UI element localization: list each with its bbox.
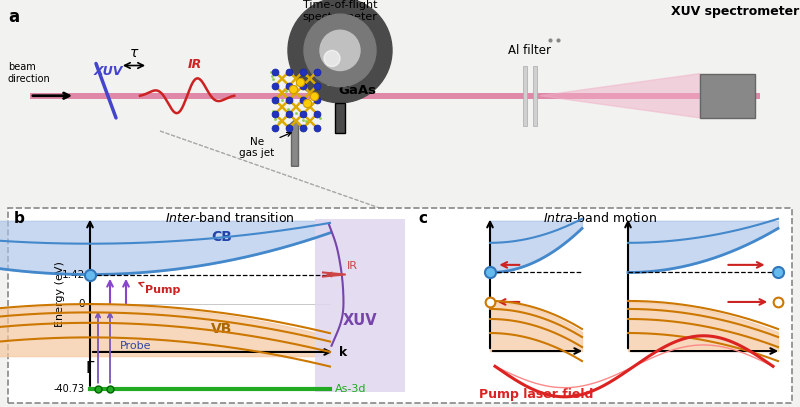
- Text: Energy (eV): Energy (eV): [55, 261, 65, 326]
- Text: GaAs: GaAs: [338, 84, 376, 97]
- Text: IR: IR: [347, 261, 358, 271]
- Text: Pump laser field: Pump laser field: [479, 388, 593, 401]
- Text: Time-of-flight
spectrometer: Time-of-flight spectrometer: [302, 0, 378, 22]
- Text: 0: 0: [78, 299, 85, 309]
- Text: As-3d: As-3d: [335, 384, 366, 394]
- Text: beam
direction: beam direction: [8, 62, 50, 84]
- Text: b: b: [14, 211, 25, 225]
- FancyArrow shape: [288, 120, 302, 166]
- Text: -40.73: -40.73: [54, 384, 85, 394]
- FancyBboxPatch shape: [30, 93, 760, 99]
- Text: XUV: XUV: [94, 65, 122, 78]
- Circle shape: [320, 30, 360, 70]
- Text: a: a: [8, 8, 19, 26]
- Text: CB: CB: [211, 230, 233, 245]
- Circle shape: [324, 50, 340, 66]
- Text: $\bf{k}$: $\bf{k}$: [338, 345, 349, 359]
- FancyBboxPatch shape: [315, 219, 405, 392]
- Text: $\it{Inter}$-band transition: $\it{Inter}$-band transition: [165, 211, 295, 225]
- FancyArrow shape: [335, 103, 345, 133]
- FancyBboxPatch shape: [533, 66, 537, 126]
- Text: IR: IR: [188, 57, 202, 70]
- Text: Probe: Probe: [120, 341, 151, 352]
- Text: $\tau$: $\tau$: [129, 46, 139, 61]
- Text: Pump: Pump: [145, 284, 180, 295]
- Text: XUV spectrometer: XUV spectrometer: [671, 5, 799, 18]
- Text: VB: VB: [211, 322, 233, 336]
- Text: Ne
gas jet: Ne gas jet: [239, 132, 291, 158]
- FancyBboxPatch shape: [523, 66, 527, 126]
- Circle shape: [304, 14, 376, 87]
- Text: c: c: [418, 211, 427, 225]
- FancyBboxPatch shape: [8, 208, 792, 403]
- Text: $\Gamma$: $\Gamma$: [85, 360, 95, 376]
- Text: Al filter: Al filter: [509, 44, 551, 57]
- Polygon shape: [540, 74, 700, 118]
- Text: XUV: XUV: [342, 313, 378, 328]
- Text: 1.42: 1.42: [62, 269, 85, 280]
- FancyBboxPatch shape: [700, 74, 755, 118]
- Text: $\it{Intra}$-band motion: $\it{Intra}$-band motion: [543, 211, 657, 225]
- Circle shape: [288, 0, 392, 103]
